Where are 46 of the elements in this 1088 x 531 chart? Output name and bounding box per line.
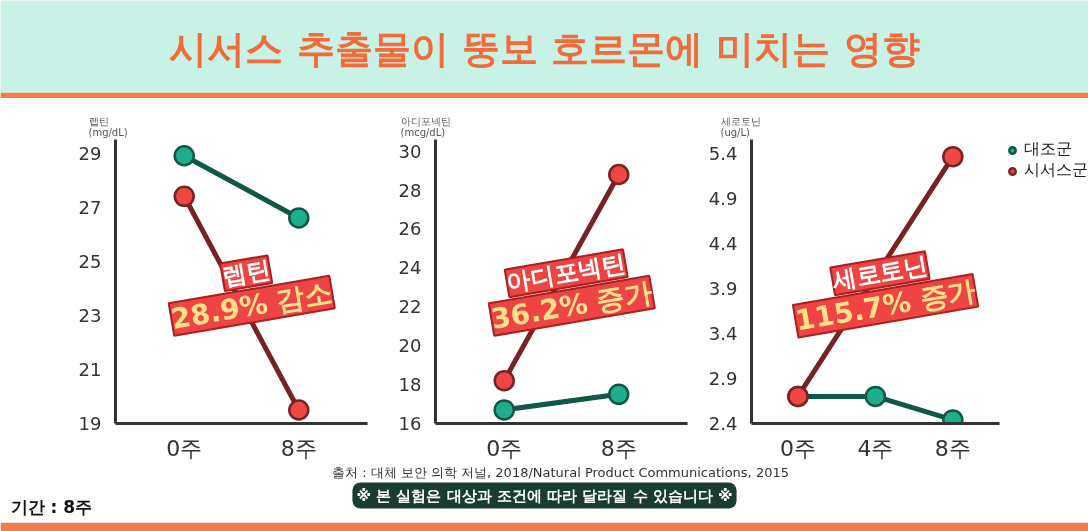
x-tick-label: 8주	[280, 435, 317, 461]
y-tick-label: 21	[78, 358, 102, 380]
point	[288, 399, 310, 421]
y-tick-label: 29	[78, 142, 102, 164]
x-tick-label: 0주	[486, 435, 523, 461]
y-axis-title: 아디포넥틴 (mcg/dL)	[400, 115, 451, 138]
y-tick-label: 30	[398, 140, 422, 162]
source-note: 출처 : 대체 보안 의학 저널, 2018/Natural Product Communications, 2015	[332, 465, 789, 480]
y-tick-label: 2.9	[708, 367, 738, 389]
y-tick-label: 19	[78, 413, 102, 434]
y-tick-label: 4.9	[708, 187, 738, 209]
y-tick-label: 28	[398, 179, 422, 201]
x-tick-label: 4주	[857, 435, 894, 461]
point	[173, 185, 195, 208]
y-tick-label: 24	[398, 257, 422, 279]
point	[493, 399, 515, 421]
y-tick-label: 2.4	[708, 413, 738, 434]
y-axis-title: 세로토닌 (ug/L)	[720, 115, 761, 138]
y-tick-label: 5.4	[708, 142, 738, 164]
x-tick-label: 8주	[600, 435, 637, 461]
y-tick-label: 26	[398, 218, 422, 240]
text: 기간 : 8주	[10, 496, 92, 517]
x-tick-label: 0주	[779, 435, 816, 461]
y-tick-label: 22	[398, 296, 422, 318]
point	[608, 383, 630, 406]
y-tick-label: 25	[78, 250, 102, 272]
y-tick-label: 3.9	[708, 277, 738, 299]
y-tick-label: 3.4	[708, 322, 738, 344]
y-tick-label: 23	[78, 304, 102, 326]
y-tick-label: 20	[398, 335, 422, 357]
legend-label: 대조군	[1024, 139, 1072, 160]
point	[288, 207, 310, 229]
y-axis-title: 렙틴 (mg/dL)	[88, 115, 128, 138]
x-tick-label: 0주	[166, 435, 203, 461]
y-tick-label: 18	[398, 374, 422, 396]
text: 시서스 추출물이 뚱보 호르몬에 미치는 영향	[169, 26, 920, 71]
text: ※ 본 실험은 대상과 조건에 따라 달라질 수 있습니다 ※	[356, 486, 733, 505]
legend-label: 시서스군	[1024, 160, 1088, 181]
annotation: 렙틴	[220, 255, 273, 292]
point	[493, 369, 515, 392]
x-tick-label: 8주	[934, 435, 971, 461]
y-tick-label: 4.4	[708, 232, 738, 254]
y-tick-label: 16	[398, 413, 422, 434]
point	[173, 145, 195, 167]
point	[608, 163, 630, 186]
y-tick-label: 27	[78, 196, 102, 218]
